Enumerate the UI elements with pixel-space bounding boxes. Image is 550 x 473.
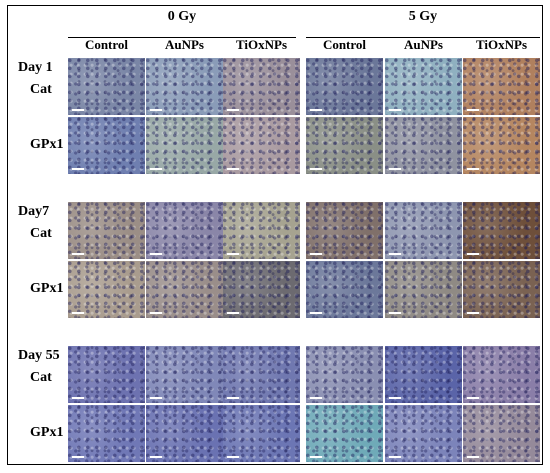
micrograph-0-0-0 [68,58,145,115]
micrograph-0-1-5 [463,117,540,174]
day-label-0: Day 1 [18,60,53,75]
micrograph-1-1-0 [68,261,145,318]
micrograph-2-1-0 [68,405,145,462]
scale-bar [389,312,401,314]
scale-bar [467,397,479,399]
scale-bar [310,109,322,111]
micrograph-0-0-3 [306,58,383,115]
figure-panel: 0 Gy 5 Gy Control AuNPs TiOxNPs Control … [7,5,543,465]
scale-bar [389,109,401,111]
micrograph-2-1-1 [146,405,223,462]
scale-bar [310,312,322,314]
micrograph-1-0-0 [68,202,145,259]
scale-bar [72,253,84,255]
micrograph-2-0-3 [306,346,383,403]
micrograph-1-0-3 [306,202,383,259]
scale-bar [389,397,401,399]
micrograph-1-1-5 [463,261,540,318]
marker-label-gpx1-2: GPx1 [30,425,64,440]
dose-header-5gy: 5 Gy [408,9,438,24]
column-header-aunps-0gy: AuNPs [164,37,204,52]
scale-bar [227,168,239,170]
micrograph-1-0-4 [385,202,462,259]
scale-bar [150,397,162,399]
scale-bar [72,456,84,458]
micrograph-0-1-1 [146,117,223,174]
micrograph-0-0-5 [463,58,540,115]
micrograph-1-0-2 [223,202,300,259]
scale-bar [310,456,322,458]
scale-bar [72,312,84,314]
scale-bar [72,168,84,170]
scale-bar [310,253,322,255]
column-header-control-0gy: Control [84,37,129,52]
scale-bar [389,253,401,255]
scale-bar [389,168,401,170]
marker-label-cat-0: Cat [30,82,52,97]
column-header-tioxnps-0gy: TiOxNPs [235,37,288,52]
micrograph-2-1-4 [385,405,462,462]
micrograph-2-1-3 [306,405,383,462]
micrograph-2-0-5 [463,346,540,403]
micrograph-1-1-1 [146,261,223,318]
dose-underline-5gy [306,37,540,38]
scale-bar [150,253,162,255]
micrograph-0-1-3 [306,117,383,174]
scale-bar [310,397,322,399]
micrograph-1-1-3 [306,261,383,318]
micrograph-2-0-4 [385,346,462,403]
column-header-aunps-5gy: AuNPs [403,37,443,52]
micrograph-0-1-0 [68,117,145,174]
micrograph-2-1-5 [463,405,540,462]
scale-bar [467,109,479,111]
micrograph-0-1-4 [385,117,462,174]
day-label-1: Day7 [18,204,50,219]
micrograph-0-1-2 [223,117,300,174]
dose-header-0gy: 0 Gy [167,9,197,24]
marker-label-cat-1: Cat [30,226,52,241]
scale-bar [467,253,479,255]
micrograph-2-0-0 [68,346,145,403]
micrograph-2-1-2 [223,405,300,462]
scale-bar [227,312,239,314]
marker-label-gpx1-0: GPx1 [30,137,64,152]
micrograph-0-0-1 [146,58,223,115]
column-header-control-5gy: Control [322,37,367,52]
dose-underline-0gy [68,37,296,38]
scale-bar [72,109,84,111]
scale-bar [389,456,401,458]
column-header-tioxnps-5gy: TiOxNPs [475,37,528,52]
scale-bar [72,397,84,399]
scale-bar [227,253,239,255]
scale-bar [310,168,322,170]
micrograph-0-0-2 [223,58,300,115]
micrograph-2-0-2 [223,346,300,403]
scale-bar [467,456,479,458]
scale-bar [227,456,239,458]
marker-label-gpx1-1: GPx1 [30,281,64,296]
scale-bar [227,397,239,399]
micrograph-1-0-5 [463,202,540,259]
micrograph-1-1-2 [223,261,300,318]
scale-bar [150,456,162,458]
micrograph-2-0-1 [146,346,223,403]
micrograph-0-0-4 [385,58,462,115]
scale-bar [150,168,162,170]
day-label-2: Day 55 [18,348,60,363]
micrograph-1-0-1 [146,202,223,259]
scale-bar [150,109,162,111]
scale-bar [150,312,162,314]
scale-bar [227,109,239,111]
marker-label-cat-2: Cat [30,370,52,385]
scale-bar [467,168,479,170]
scale-bar [467,312,479,314]
micrograph-1-1-4 [385,261,462,318]
